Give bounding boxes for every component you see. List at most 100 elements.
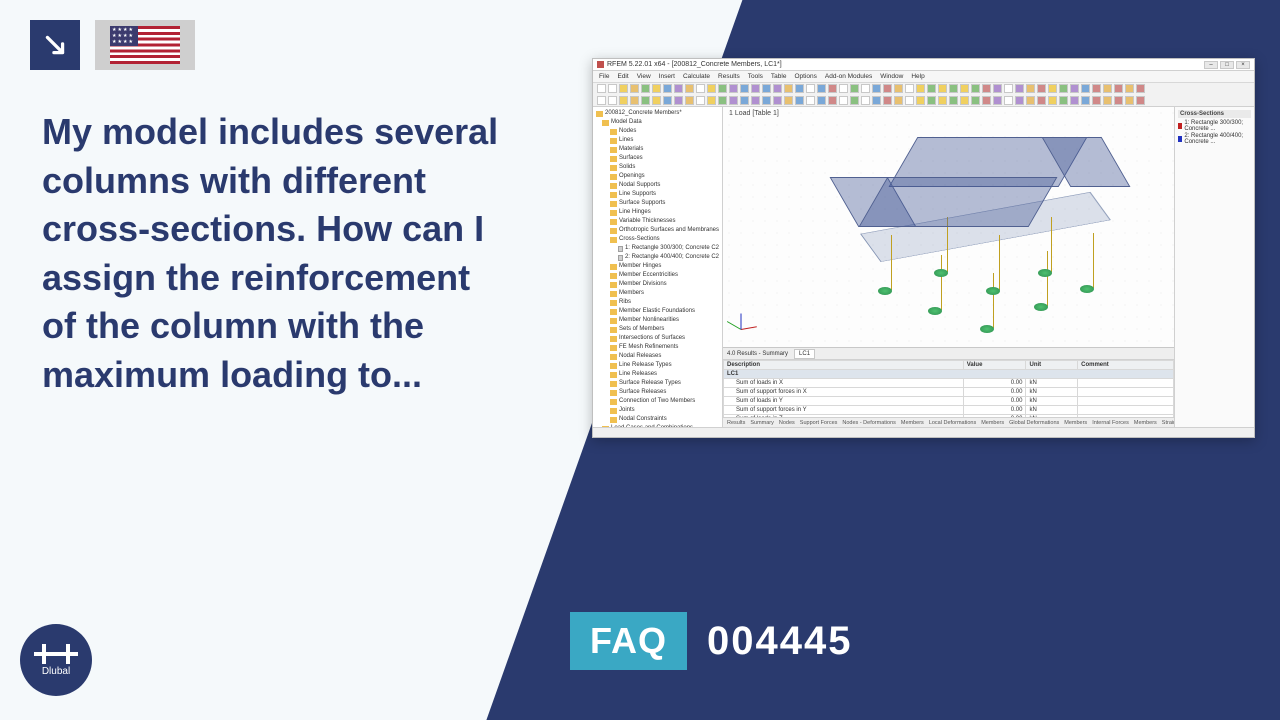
toolbar-button[interactable] <box>641 84 650 93</box>
toolbar-button[interactable] <box>883 84 892 93</box>
toolbar-button[interactable] <box>1103 96 1112 105</box>
toolbar-button[interactable] <box>817 96 826 105</box>
toolbar-button[interactable] <box>751 84 760 93</box>
toolbar-button[interactable] <box>1103 84 1112 93</box>
toolbar-button[interactable] <box>619 96 628 105</box>
toolbar-button[interactable] <box>729 96 738 105</box>
toolbar-button[interactable] <box>1125 96 1134 105</box>
toolbar-button[interactable] <box>740 84 749 93</box>
tree-item[interactable]: FE Mesh Refinements <box>596 343 719 352</box>
results-bottom-tab[interactable]: Support Forces <box>800 420 838 426</box>
toolbar-button[interactable] <box>630 84 639 93</box>
results-bottom-tab[interactable]: Members <box>1134 420 1157 426</box>
toolbar-button[interactable] <box>1092 84 1101 93</box>
toolbar-button[interactable] <box>993 96 1002 105</box>
toolbar-button[interactable] <box>674 96 683 105</box>
cross-section-item[interactable]: 2: Rectangle 400/400; Concrete ... <box>1178 133 1251 145</box>
toolbar-button[interactable] <box>762 84 771 93</box>
tree-item[interactable]: Openings <box>596 172 719 181</box>
menu-calculate[interactable]: Calculate <box>683 73 710 80</box>
toolbar-button[interactable] <box>597 96 606 105</box>
menu-view[interactable]: View <box>637 73 651 80</box>
toolbar-button[interactable] <box>927 96 936 105</box>
toolbar-button[interactable] <box>784 84 793 93</box>
results-bottom-tab[interactable]: Summary <box>750 420 774 426</box>
close-button[interactable]: × <box>1236 61 1250 69</box>
toolbar-button[interactable] <box>817 84 826 93</box>
results-bottom-tab[interactable]: Nodes <box>779 420 795 426</box>
toolbar-button[interactable] <box>1125 84 1134 93</box>
toolbar-button[interactable] <box>960 84 969 93</box>
toolbar-button[interactable] <box>718 96 727 105</box>
model-viewport[interactable]: 1 Load [Table 1] <box>723 107 1174 347</box>
toolbar-button[interactable] <box>784 96 793 105</box>
menu-edit[interactable]: Edit <box>617 73 628 80</box>
results-bottom-tab[interactable]: Global Deformations <box>1009 420 1059 426</box>
toolbar-button[interactable] <box>1048 96 1057 105</box>
menu-options[interactable]: Options <box>794 73 816 80</box>
toolbar-button[interactable] <box>685 84 694 93</box>
toolbar-button[interactable] <box>982 84 991 93</box>
tree-item[interactable]: Line Release Types <box>596 361 719 370</box>
toolbar-button[interactable] <box>971 84 980 93</box>
tree-item[interactable]: Line Releases <box>596 370 719 379</box>
tree-item[interactable]: Surfaces <box>596 154 719 163</box>
toolbar-button[interactable] <box>828 84 837 93</box>
toolbar-button[interactable] <box>619 84 628 93</box>
toolbar-button[interactable] <box>729 84 738 93</box>
tree-item[interactable]: Lines <box>596 136 719 145</box>
tree-item[interactable]: Nodal Constraints <box>596 415 719 424</box>
tree-item[interactable]: Model Data <box>596 118 719 127</box>
toolbar-button[interactable] <box>707 96 716 105</box>
toolbar-button[interactable] <box>1015 84 1024 93</box>
project-navigator[interactable]: 200812_Concrete Members* Model DataNodes… <box>593 107 723 427</box>
results-bottom-tab[interactable]: Results <box>727 420 745 426</box>
results-bottom-tab[interactable]: Members <box>901 420 924 426</box>
toolbar-button[interactable] <box>652 84 661 93</box>
menu-add-on-modules[interactable]: Add-on Modules <box>825 73 872 80</box>
tree-item[interactable]: Line Hinges <box>596 208 719 217</box>
toolbar-button[interactable] <box>1136 84 1145 93</box>
tree-item[interactable]: Intersections of Surfaces <box>596 334 719 343</box>
toolbar-button[interactable] <box>1037 84 1046 93</box>
toolbar-button[interactable] <box>850 96 859 105</box>
tree-item[interactable]: Cross-Sections <box>596 235 719 244</box>
tree-item[interactable]: Sets of Members <box>596 325 719 334</box>
toolbar-button[interactable] <box>982 96 991 105</box>
tree-item[interactable]: Nodes <box>596 127 719 136</box>
results-bottom-tab[interactable]: Local Deformations <box>929 420 976 426</box>
toolbar-button[interactable] <box>894 84 903 93</box>
toolbar-button[interactable] <box>828 96 837 105</box>
toolbar-button[interactable] <box>1004 96 1013 105</box>
menu-results[interactable]: Results <box>718 73 740 80</box>
toolbar-button[interactable] <box>696 84 705 93</box>
toolbar-button[interactable] <box>773 96 782 105</box>
toolbar-button[interactable] <box>1026 84 1035 93</box>
toolbar-button[interactable] <box>894 96 903 105</box>
toolbar-button[interactable] <box>1059 84 1068 93</box>
toolbar-button[interactable] <box>1048 84 1057 93</box>
toolbar-button[interactable] <box>1015 96 1024 105</box>
tree-item[interactable]: Members <box>596 289 719 298</box>
tree-item[interactable]: Nodal Supports <box>596 181 719 190</box>
toolbar-button[interactable] <box>1081 84 1090 93</box>
toolbar-button[interactable] <box>1037 96 1046 105</box>
toolbar-button[interactable] <box>806 84 815 93</box>
tree-item[interactable]: Member Hinges <box>596 262 719 271</box>
menu-insert[interactable]: Insert <box>659 73 675 80</box>
toolbar-button[interactable] <box>861 96 870 105</box>
toolbar-button[interactable] <box>630 96 639 105</box>
toolbar-button[interactable] <box>971 96 980 105</box>
toolbar-button[interactable] <box>751 96 760 105</box>
toolbar-button[interactable] <box>916 84 925 93</box>
toolbar-button[interactable] <box>949 96 958 105</box>
toolbar-button[interactable] <box>762 96 771 105</box>
toolbar-button[interactable] <box>1136 96 1145 105</box>
menu-file[interactable]: File <box>599 73 609 80</box>
toolbar-button[interactable] <box>663 96 672 105</box>
menu-table[interactable]: Table <box>771 73 787 80</box>
toolbar-button[interactable] <box>905 84 914 93</box>
toolbar-button[interactable] <box>674 84 683 93</box>
tree-item[interactable]: Surface Releases <box>596 388 719 397</box>
maximize-button[interactable]: □ <box>1220 61 1234 69</box>
